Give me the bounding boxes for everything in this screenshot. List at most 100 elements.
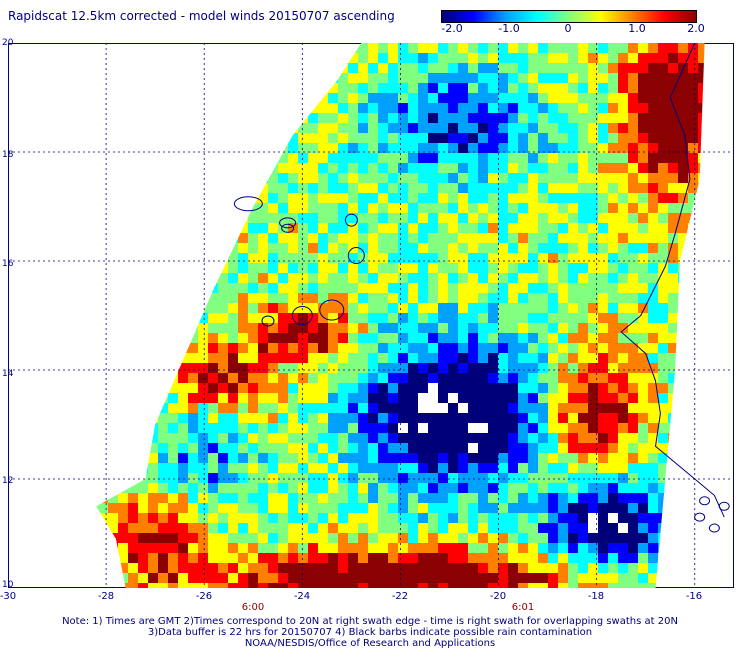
wind-cell xyxy=(648,393,658,403)
wind-cell xyxy=(478,293,488,303)
wind-cell xyxy=(178,483,188,493)
wind-cell xyxy=(348,53,358,63)
wind-cell xyxy=(138,323,148,333)
wind-cell xyxy=(208,293,218,303)
wind-cell xyxy=(358,73,368,83)
wind-cell xyxy=(138,333,148,343)
wind-cell xyxy=(558,233,568,243)
wind-cell xyxy=(598,133,608,143)
wind-cell xyxy=(538,83,548,93)
wind-cell xyxy=(8,383,18,393)
wind-cell xyxy=(388,573,398,583)
wind-cell xyxy=(298,453,308,463)
wind-cell xyxy=(538,433,548,443)
wind-cell xyxy=(378,133,388,143)
wind-cell xyxy=(338,393,348,403)
wind-cell xyxy=(238,43,248,53)
wind-cell xyxy=(478,133,488,143)
wind-cell xyxy=(268,573,278,583)
wind-cell xyxy=(568,83,578,93)
wind-cell xyxy=(228,183,238,193)
wind-cell xyxy=(528,383,538,393)
wind-cell xyxy=(178,563,188,573)
wind-cell xyxy=(278,583,288,588)
wind-cell xyxy=(348,213,358,223)
wind-cell xyxy=(398,163,408,173)
x-tick-label: -30 xyxy=(0,591,17,602)
wind-cell xyxy=(118,233,128,243)
wind-cell xyxy=(648,423,658,433)
wind-cell xyxy=(228,213,238,223)
wind-cell xyxy=(608,173,618,183)
wind-cell xyxy=(208,213,218,223)
wind-cell xyxy=(138,123,148,133)
wind-cell xyxy=(718,553,728,563)
wind-cell xyxy=(278,333,288,343)
wind-cell xyxy=(348,523,358,533)
wind-cell xyxy=(708,273,718,283)
wind-cell xyxy=(418,423,428,433)
wind-cell xyxy=(608,513,618,523)
wind-cell xyxy=(708,223,718,233)
wind-cell xyxy=(248,233,258,243)
wind-cell xyxy=(48,363,58,373)
wind-cell xyxy=(188,133,198,143)
wind-cell xyxy=(168,83,178,93)
wind-cell xyxy=(58,543,68,553)
wind-cell xyxy=(248,533,258,543)
wind-cell xyxy=(478,253,488,263)
wind-cell xyxy=(108,83,118,93)
wind-cell xyxy=(378,113,388,123)
wind-cell xyxy=(18,73,28,83)
x-tick-label: -26 xyxy=(195,591,213,602)
wind-cell xyxy=(268,413,278,423)
wind-cell xyxy=(318,163,328,173)
wind-cell xyxy=(648,433,658,443)
wind-cell xyxy=(218,533,228,543)
wind-cell xyxy=(268,513,278,523)
wind-cell xyxy=(208,133,218,143)
wind-cell xyxy=(48,453,58,463)
wind-cell xyxy=(458,353,468,363)
wind-cell xyxy=(298,553,308,563)
wind-cell xyxy=(118,193,128,203)
wind-cell xyxy=(48,193,58,203)
wind-cell xyxy=(418,233,428,243)
wind-cell xyxy=(518,93,528,103)
wind-cell xyxy=(18,233,28,243)
wind-cell xyxy=(96,583,98,588)
wind-cell xyxy=(96,323,98,333)
wind-cell xyxy=(468,473,478,483)
wind-cell xyxy=(608,373,618,383)
wind-cell xyxy=(358,503,368,513)
wind-cell xyxy=(588,143,598,153)
wind-cell xyxy=(488,343,498,353)
wind-cell xyxy=(348,203,358,213)
wind-cell xyxy=(328,533,338,543)
wind-cell xyxy=(598,193,608,203)
island-outline xyxy=(344,213,358,227)
wind-cell xyxy=(418,163,428,173)
wind-cell xyxy=(478,43,488,53)
wind-cell xyxy=(368,53,378,63)
wind-cell xyxy=(488,503,498,513)
wind-cell xyxy=(548,373,558,383)
wind-cell xyxy=(668,43,678,53)
wind-cell xyxy=(398,233,408,243)
wind-cell xyxy=(668,533,678,543)
wind-cell xyxy=(598,93,608,103)
wind-cell xyxy=(498,93,508,103)
wind-cell xyxy=(578,213,588,223)
wind-cell xyxy=(688,223,698,233)
wind-cell xyxy=(588,473,598,483)
wind-cell xyxy=(708,463,718,473)
wind-cell xyxy=(638,363,648,373)
wind-cell xyxy=(218,213,228,223)
wind-cell xyxy=(118,163,128,173)
wind-cell xyxy=(548,183,558,193)
wind-cell xyxy=(368,393,378,403)
wind-cell xyxy=(128,513,138,523)
wind-cell xyxy=(108,63,118,73)
wind-cell xyxy=(548,233,558,243)
wind-cell xyxy=(108,403,118,413)
